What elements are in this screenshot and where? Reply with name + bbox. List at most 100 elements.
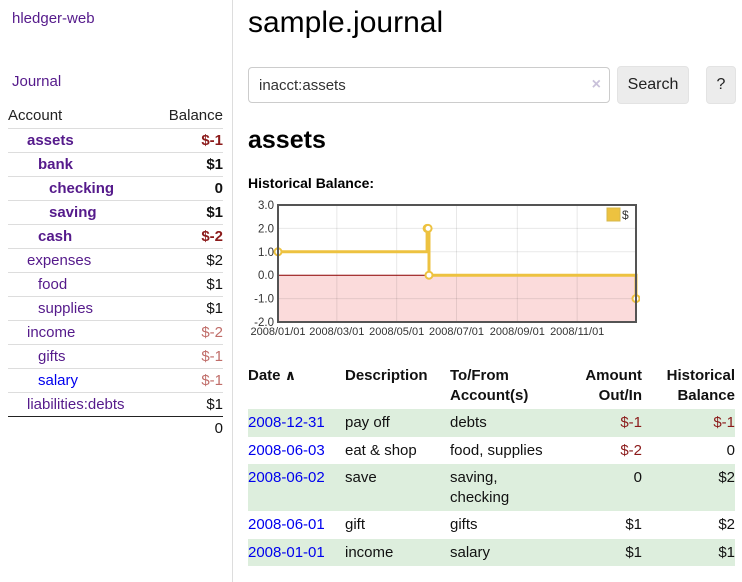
y-axis-tick-label: 3.0 — [258, 200, 274, 212]
help-button[interactable]: ? — [706, 66, 736, 104]
historical-balance-chart: $3.0 2.0 1.0 0.0 -1.0 -2.0 2008/01/01 2008/03/0… — [248, 200, 738, 344]
account-link[interactable]: bank — [38, 156, 74, 173]
x-axis-tick-label: 2008/05/01 — [369, 326, 424, 338]
transaction-description: eat & shop — [345, 441, 417, 459]
transaction-date-link[interactable]: 2008-06-01 — [248, 516, 325, 533]
account-balance: $1 — [154, 272, 223, 297]
transaction-balance: $1 — [642, 538, 735, 566]
register-column-date[interactable]: Date ∧ — [248, 367, 297, 384]
transaction-date-cell: 2008-06-02 — [248, 464, 345, 511]
account-balance: $-1 — [154, 368, 223, 393]
transaction-date-link[interactable]: 2008-01-01 — [248, 543, 325, 561]
accounts-column-balance: Balance — [168, 107, 223, 124]
accounts-total-row: 0 — [8, 416, 223, 441]
accounts-table-header: Account Balance — [8, 104, 223, 129]
account-balance: $-2 — [154, 224, 223, 249]
account-row: food $1 — [8, 272, 223, 297]
legend-label: $ — [622, 208, 629, 222]
transaction-accounts: food, supplies — [450, 441, 543, 459]
transaction-row: 2008-12-31 pay off debts $-1 $-1 — [248, 409, 735, 437]
spacer — [8, 416, 155, 441]
account-balance: $-2 — [154, 320, 223, 345]
transaction-date-link[interactable]: 2008-06-03 — [248, 441, 325, 459]
transaction-amount: $1 — [625, 516, 642, 533]
page-title: sample.journal — [248, 6, 444, 39]
search-form: × Search ? — [248, 66, 738, 104]
transaction-date-cell: 2008-06-01 — [248, 511, 345, 539]
transaction-row: 2008-06-03 eat & shop food, supplies $-2 0 — [248, 437, 735, 465]
transaction-amount: $-1 — [562, 409, 642, 437]
x-axis-tick-label: 2008/11/01 — [550, 326, 604, 338]
register-column-balance: Historical Balance — [666, 367, 735, 404]
register-table: Date ∧ Description To/From Account(s) Am… — [248, 364, 735, 566]
transaction-date-link[interactable]: 2008-12-31 — [248, 414, 325, 431]
account-row: liabilities:debts $1 — [8, 392, 223, 417]
account-row: expenses $2 — [8, 248, 223, 273]
transaction-row: 2008-06-02 save saving, checking 0 $2 — [248, 464, 735, 511]
account-link[interactable]: cash — [38, 228, 73, 245]
accounts-total-value: 0 — [154, 416, 223, 441]
register-header-row: Date ∧ Description To/From Account(s) Am… — [248, 364, 735, 409]
account-link[interactable]: supplies — [38, 300, 94, 317]
transaction-amount: 0 — [562, 464, 642, 511]
x-axis-tick-label: 2008/07/01 — [429, 326, 484, 338]
transaction-description: income — [345, 538, 450, 566]
account-row: cash $-2 — [8, 224, 223, 249]
account-link[interactable]: checking — [49, 180, 115, 197]
transaction-date-cell: 2008-12-31 — [248, 409, 345, 437]
account-row: supplies $1 — [8, 296, 223, 321]
transaction-date-cell: 2008-06-03 — [248, 437, 345, 465]
sidebar-item-journal[interactable]: Journal — [12, 73, 62, 90]
account-row: salary $-1 — [8, 368, 223, 393]
transaction-date-link[interactable]: 2008-06-02 — [248, 469, 325, 486]
account-balance: $-1 — [154, 128, 223, 153]
x-axis-tick-label: 2008/09/01 — [490, 326, 545, 338]
negative-region — [278, 275, 636, 322]
account-balance: $2 — [154, 248, 223, 273]
accounts-table: Account Balance assets $-1 bank $1 checking 0… — [8, 104, 223, 441]
transaction-accounts: debts — [450, 409, 562, 437]
transaction-description: save — [345, 464, 450, 511]
account-balance: $1 — [154, 200, 223, 225]
y-axis-tick-label: -1.0 — [254, 294, 274, 306]
transaction-balance: $-1 — [642, 409, 735, 437]
transaction-balance: 0 — [726, 441, 735, 459]
search-input[interactable] — [248, 67, 610, 103]
clear-search-icon[interactable]: × — [591, 76, 601, 93]
account-link[interactable]: liabilities:debts — [27, 396, 125, 413]
transaction-description: gift — [345, 516, 366, 533]
account-link[interactable]: gifts — [38, 348, 66, 365]
accounts-column-account: Account — [8, 107, 63, 124]
register-column-amount: Amount Out/In — [585, 367, 642, 404]
y-axis-tick-label: 1.0 — [258, 247, 274, 259]
account-balance: $1 — [154, 296, 223, 321]
account-link[interactable]: saving — [49, 204, 97, 221]
transaction-date-cell: 2008-01-01 — [248, 538, 345, 566]
search-button[interactable]: Search — [617, 66, 689, 104]
data-point-marker — [423, 223, 433, 233]
data-point-marker — [424, 270, 434, 280]
transaction-accounts: gifts — [450, 516, 478, 533]
account-link[interactable]: income — [27, 324, 76, 341]
legend-swatch — [606, 207, 621, 222]
transaction-balance: $2 — [718, 516, 735, 533]
main-content: sample.journal × Search ? assets Histori… — [248, 0, 738, 566]
account-link[interactable]: expenses — [27, 252, 92, 269]
chart-title: Historical Balance: — [248, 175, 375, 191]
transaction-accounts: saving, checking — [450, 464, 562, 511]
y-axis-tick-label: 0.0 — [258, 270, 274, 282]
account-link[interactable]: salary — [38, 372, 79, 389]
transaction-amount: $-2 — [620, 441, 642, 459]
account-link[interactable]: food — [38, 276, 68, 293]
account-row: income $-2 — [8, 320, 223, 345]
account-link[interactable]: assets — [27, 132, 74, 149]
x-axis-tick-label: 2008/03/01 — [309, 326, 364, 338]
y-axis-tick-label: -2.0 — [254, 317, 274, 329]
app-title-link[interactable]: hledger-web — [12, 10, 95, 27]
transaction-row: 2008-06-01 gift gifts $1 $2 — [248, 511, 735, 539]
transaction-accounts: salary — [450, 538, 562, 566]
account-balance: $1 — [154, 392, 223, 417]
x-axis-tick-label: 2008/01/01 — [250, 326, 305, 338]
account-row: assets $-1 — [8, 128, 223, 153]
